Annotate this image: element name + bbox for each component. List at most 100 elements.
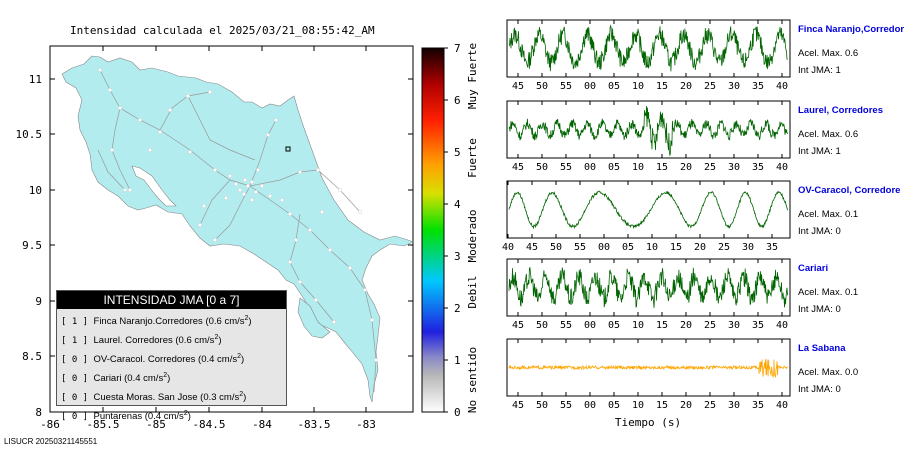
waveform-tick-label: 00 bbox=[584, 320, 596, 331]
legend-title: INTENSIDAD JMA [0 a 7] bbox=[57, 291, 286, 309]
station-marker bbox=[285, 146, 291, 152]
waveform-tick-label: 55 bbox=[560, 400, 572, 411]
waveform-tick-label: 00 bbox=[584, 81, 596, 92]
waveform-tick-label: 30 bbox=[728, 400, 740, 411]
legend-item-unit-exponent: 2 bbox=[244, 315, 249, 322]
waveform-tick-label: 40 bbox=[776, 162, 788, 173]
city-dot bbox=[148, 148, 152, 152]
city-dot bbox=[358, 210, 362, 214]
city-dot bbox=[213, 168, 217, 172]
city-points bbox=[98, 68, 378, 362]
legend-item: [ 0 ] Puntarenas (0.4 cm/s2) bbox=[61, 410, 191, 422]
map-y-tick-label: 10 bbox=[29, 184, 42, 197]
road bbox=[249, 119, 277, 187]
legend-item-close: ) bbox=[243, 392, 247, 404]
map-y-tick-label: 9.5 bbox=[22, 239, 42, 252]
legend-box: INTENSIDAD JMA [0 a 7] [ 1 ] Finca Naran… bbox=[56, 290, 287, 422]
city-dot bbox=[268, 194, 272, 198]
waveform-tick-label: 15 bbox=[656, 320, 668, 331]
waveform-tick-label: 25 bbox=[718, 242, 730, 253]
legend-item-close: ) bbox=[187, 411, 191, 423]
station-jma-intensity: Int JMA: 1 bbox=[798, 65, 841, 76]
waveform-tick-label: 25 bbox=[704, 400, 716, 411]
waveform-tick-label: 40 bbox=[502, 242, 514, 253]
waveform-tick-label: 00 bbox=[584, 162, 596, 173]
waveform-tick-label: 15 bbox=[656, 81, 668, 92]
station-panel: 45 50 55 00 05 10 15 20 25 30 35 40 bbox=[506, 258, 791, 331]
legend-item-level: [ 0 ] bbox=[61, 355, 94, 366]
waveform-trace bbox=[508, 190, 788, 230]
waveform-tick-label: 30 bbox=[742, 242, 754, 253]
waveform-trace bbox=[508, 359, 788, 378]
city-dot bbox=[316, 168, 320, 172]
time-axis-label: Tiempo (s) bbox=[615, 416, 681, 429]
station-max-accel: Acel. Max. 0.6 bbox=[798, 48, 859, 59]
waveform-tick-label: 45 bbox=[526, 242, 538, 253]
city-dot bbox=[118, 106, 122, 110]
city-dot bbox=[238, 188, 242, 192]
station-panel: 45 50 55 00 05 10 15 20 25 30 35 40 bbox=[506, 100, 791, 173]
waveform-tick-label: 35 bbox=[752, 162, 764, 173]
legend-item-level: [ 0 ] bbox=[61, 374, 94, 385]
city-dot bbox=[246, 184, 250, 188]
waveform-tick-label: 10 bbox=[632, 400, 644, 411]
footer-id: LISUCR 20250321145551 bbox=[4, 437, 98, 446]
waveform-tick-label: 10 bbox=[646, 242, 658, 253]
road bbox=[249, 169, 361, 213]
legend-item-level: [ 1 ] bbox=[61, 336, 94, 347]
station-name: OV-Caracol, Corredore bbox=[798, 185, 901, 196]
waveform-tick-label: 50 bbox=[536, 162, 548, 173]
road bbox=[159, 91, 211, 131]
legend-item: [ 0 ] Cariari (0.4 cm/s2) bbox=[61, 372, 170, 384]
waveform-tick-label: 15 bbox=[656, 400, 668, 411]
waveform-frame bbox=[506, 19, 791, 78]
city-dot bbox=[266, 133, 270, 137]
waveform-tick-label: 50 bbox=[536, 320, 548, 331]
waveform-tick-label: 20 bbox=[680, 400, 692, 411]
station-name: Cariari bbox=[798, 263, 829, 274]
map-y-tick-label: 8.5 bbox=[22, 350, 42, 363]
map-x-tick-label: -86 bbox=[40, 418, 60, 431]
city-dot bbox=[186, 94, 190, 98]
city-dot bbox=[158, 130, 162, 134]
waveform-tick-label: 00 bbox=[598, 242, 610, 253]
waveform-tick-label: 45 bbox=[512, 162, 524, 173]
waveform-tick-label: 35 bbox=[766, 242, 778, 253]
station-panel: 45 50 55 00 05 10 15 20 25 30 35 40 bbox=[506, 19, 791, 92]
waveform-tick-label: 30 bbox=[728, 81, 740, 92]
map-y-tick-label: 9 bbox=[35, 295, 42, 308]
legend-item-close: ) bbox=[218, 335, 222, 347]
legend-item-unit-exponent: 2 bbox=[237, 353, 242, 360]
city-dot bbox=[294, 238, 298, 242]
legend-item-unit-exponent: 2 bbox=[214, 334, 219, 341]
waveform-tick-label: 40 bbox=[776, 320, 788, 331]
map-y-tick-label: 10.5 bbox=[16, 128, 43, 141]
city-dot bbox=[250, 198, 254, 202]
city-dot bbox=[320, 210, 324, 214]
waveform-tick-label: 00 bbox=[584, 400, 596, 411]
station-name: La Sabana bbox=[798, 343, 846, 354]
city-dot bbox=[256, 168, 260, 172]
city-dot bbox=[213, 238, 217, 242]
legend-item: [ 1 ] Laurel. Corredores (0.6 cm/s2) bbox=[61, 334, 222, 346]
waveform-tick-label: 30 bbox=[728, 320, 740, 331]
road bbox=[249, 185, 377, 393]
legend-item-label: Laurel. Corredores (0.6 cm/s bbox=[93, 335, 215, 347]
city-dot bbox=[123, 188, 127, 192]
road bbox=[187, 95, 256, 161]
nicoya-gulf-coast bbox=[131, 165, 177, 207]
waveform-trace bbox=[508, 267, 788, 308]
map-x-tick-label: -83 bbox=[356, 418, 376, 431]
waveform-tick-label: 05 bbox=[608, 162, 620, 173]
waveform-tick-label: 15 bbox=[656, 162, 668, 173]
legend-item-label: Finca Naranjo.Corredores (0.6 cm/s bbox=[93, 316, 245, 328]
map-x-ticks: -86 -85.5 -85 -84.5 -84 -83.5 -83 bbox=[40, 46, 376, 431]
osa-peninsula bbox=[297, 297, 331, 339]
city-dot bbox=[328, 248, 332, 252]
map-title: Intensidad calculada el 2025/03/21_08:55… bbox=[70, 24, 375, 37]
waveform-frame bbox=[506, 180, 791, 239]
station-max-accel: Acel. Max. 0.1 bbox=[798, 287, 859, 298]
city-dot bbox=[188, 150, 192, 154]
station-max-accel: Acel. Max. 0.1 bbox=[798, 209, 859, 220]
